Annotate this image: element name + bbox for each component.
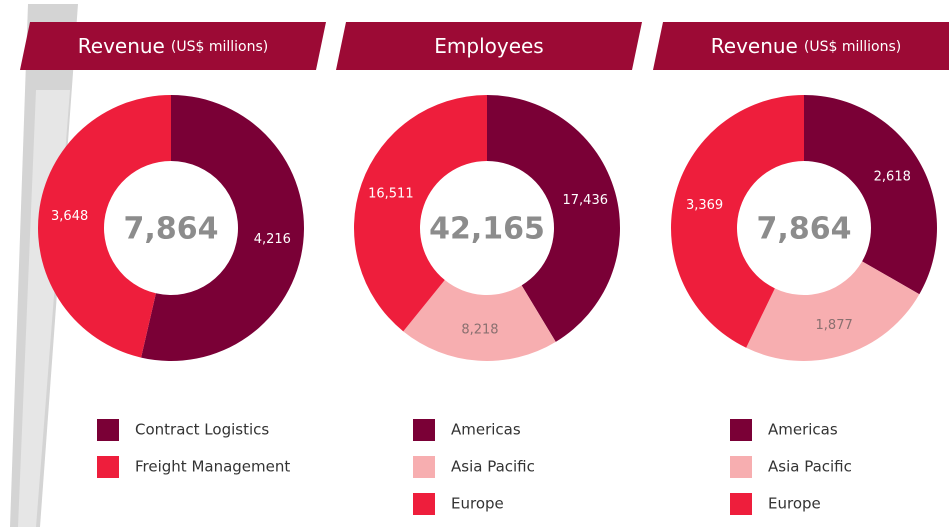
title: Revenue	[78, 34, 165, 58]
legend-label: Freight Management	[135, 458, 290, 476]
header-bar	[653, 22, 949, 70]
value-label: 2,618	[874, 169, 911, 184]
legend-label: Americas	[451, 421, 521, 439]
donut-slice	[487, 95, 620, 342]
legend-swatch	[413, 456, 435, 478]
donut-slice	[354, 95, 487, 332]
legend-swatch	[97, 419, 119, 441]
legend-label: Americas	[768, 421, 838, 439]
donut-slice	[670, 95, 804, 348]
subtitle: (US$ millions)	[804, 39, 901, 55]
legend-swatch	[413, 493, 435, 515]
value-label: 3,369	[686, 198, 723, 213]
donut-slice	[141, 95, 304, 361]
legend-label: Europe	[451, 495, 504, 513]
donut-slice	[403, 280, 556, 361]
legend-label: Asia Pacific	[768, 458, 852, 476]
legend-swatch	[730, 493, 752, 515]
center-total: 7,864	[124, 212, 219, 247]
legend-swatch	[730, 419, 752, 441]
donut-slice	[37, 95, 172, 358]
value-label: 17,436	[563, 193, 609, 208]
center-total: 42,165	[429, 212, 545, 247]
title: Revenue	[711, 34, 798, 58]
header-bar	[20, 22, 326, 70]
title: Employees	[434, 34, 543, 58]
donut-slice	[804, 95, 937, 295]
value-label: 8,218	[461, 322, 498, 337]
legend-label: Europe	[768, 495, 821, 513]
header-title: Employees	[434, 34, 543, 58]
value-label: 3,648	[51, 209, 88, 224]
value-label: 4,216	[254, 232, 291, 247]
header-bar	[336, 22, 642, 70]
value-label: 1,877	[816, 318, 853, 333]
header-title: Revenue (US$ millions)	[78, 34, 268, 58]
center-total: 7,864	[757, 212, 852, 247]
legend-label: Asia Pacific	[451, 458, 535, 476]
header-title: Revenue (US$ millions)	[711, 34, 901, 58]
value-label: 16,511	[368, 186, 414, 201]
legend-label: Contract Logistics	[135, 421, 269, 439]
legend-swatch	[730, 456, 752, 478]
legend-swatch	[413, 419, 435, 441]
donut-slice	[746, 261, 920, 361]
subtitle: (US$ millions)	[171, 39, 268, 55]
legend-swatch	[97, 456, 119, 478]
